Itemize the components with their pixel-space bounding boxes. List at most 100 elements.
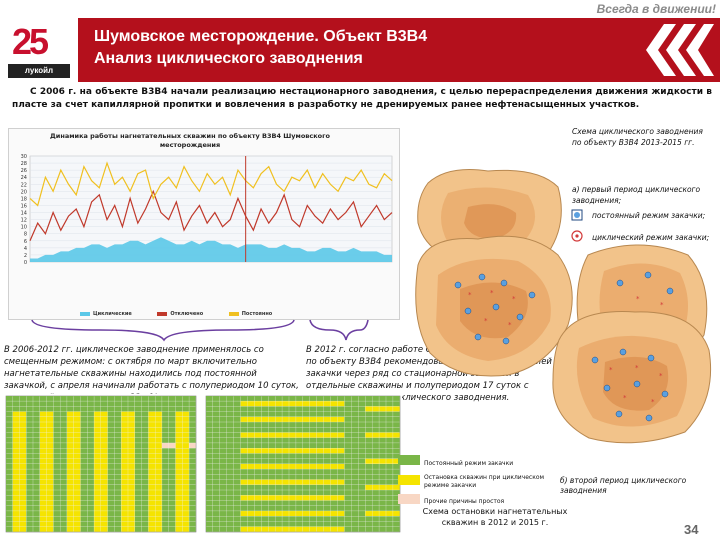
schedule-cell [379,495,386,501]
schedule-cell [303,458,310,464]
schedule-cell [60,448,67,454]
schedule-cell [12,396,20,401]
schedule-cell [323,484,331,490]
schedule-cell [219,432,227,438]
schedule-cell [206,432,213,438]
schedule-cell [282,474,289,480]
shutdown-schedule-table [4,394,402,536]
schedule-cell [155,516,162,522]
schedule-cell [162,511,169,517]
schedule-cell [247,396,255,401]
schedule-cell [46,437,54,443]
schedule-cell [316,401,324,407]
schedule-cell [121,484,128,490]
schedule-cell [141,396,149,401]
schedule-cell [386,416,393,422]
schedule-cell [296,422,303,428]
schedule-cell [67,458,74,464]
schedule-cell [233,427,241,433]
schedule-cell [101,406,108,412]
schedule-cell [309,453,317,459]
schedule-cell [87,396,94,401]
schedule-cell [358,437,366,443]
schedule-cell [121,505,128,511]
schedule-cell [240,443,248,449]
schedule-cell [26,422,33,428]
schedule-cell [73,411,81,417]
schedule-cell [296,416,303,422]
schedule-cell [240,511,248,517]
schedule-cell [323,511,331,517]
schedule-cell [386,505,393,511]
schedule-cell [309,526,317,532]
schedule-cell [261,406,269,412]
schedule-cell [168,484,176,490]
schedule-cell [53,422,60,428]
schedule-cell [26,406,33,412]
schedule-cell [87,469,94,475]
schedule-cell [114,416,122,422]
schedule-cell [261,479,269,485]
schedule-cell [309,505,317,511]
chart-legend: Циклические Отключено Постоянно [80,311,296,317]
schedule-cell [121,453,128,459]
schedule-cell [275,490,282,496]
schedule-cell [94,401,101,407]
schedule-cell [33,469,40,475]
schedule-cell [73,474,81,480]
schedule-cell [282,521,289,527]
legend-other-label: Прочие причины простоя [424,498,505,505]
schedule-cell [168,516,176,522]
schedule-cell [168,396,176,401]
schedule-cell [26,505,33,511]
schedule-cell [107,505,115,511]
schedule-cell [379,484,386,490]
schedule-cell [134,526,142,532]
schedule-cell [206,427,213,433]
schedule-cell [337,458,345,464]
schedule-cell [134,448,142,454]
schedule-cell [148,526,155,532]
schedule-cell [351,490,359,496]
schedule-cell [316,495,324,501]
schedule-cell [67,495,74,501]
schedule-cell [53,453,60,459]
schedule-cell [254,458,262,464]
svg-text:*: * [490,289,494,297]
key-cyclic-injection: циклический режим закачки; [592,233,710,242]
schedule-cell [6,427,13,433]
schedule-cell [316,469,324,475]
schedule-cell [206,474,213,480]
schedule-cell [316,516,324,522]
schedule-cell [212,469,220,475]
svg-text:*: * [651,398,655,406]
schedule-cell [101,432,108,438]
schedule-cell [233,453,241,459]
schedule-cell [168,411,176,417]
schedule-cell [323,464,331,469]
schedule-cell [162,516,169,522]
schedule-cell [316,416,324,422]
company-logo: 25 лукойл [8,18,70,80]
schedule-cell [358,505,366,511]
schedule-cell [33,495,40,501]
schedule-cell [323,469,331,475]
schedule-cell [316,396,324,401]
schedule-cell [33,490,40,496]
logo-number: 25 [12,21,49,62]
schedule-cell [6,469,13,475]
schedule-cell [303,511,310,517]
schedule-cell [219,401,227,407]
schedule-cell [80,511,88,517]
svg-text:*: * [635,364,639,372]
schedule-cell [344,511,352,517]
schedule-cell [233,516,241,522]
schedule-cell [309,437,317,443]
schedule-cell [261,453,269,459]
schedule-cell [337,484,345,490]
schedule-cell [19,401,27,407]
schedule-cell [128,437,135,443]
schedule-cell [121,516,128,522]
schedule-cell [226,458,234,464]
schedule-cell [212,443,220,449]
